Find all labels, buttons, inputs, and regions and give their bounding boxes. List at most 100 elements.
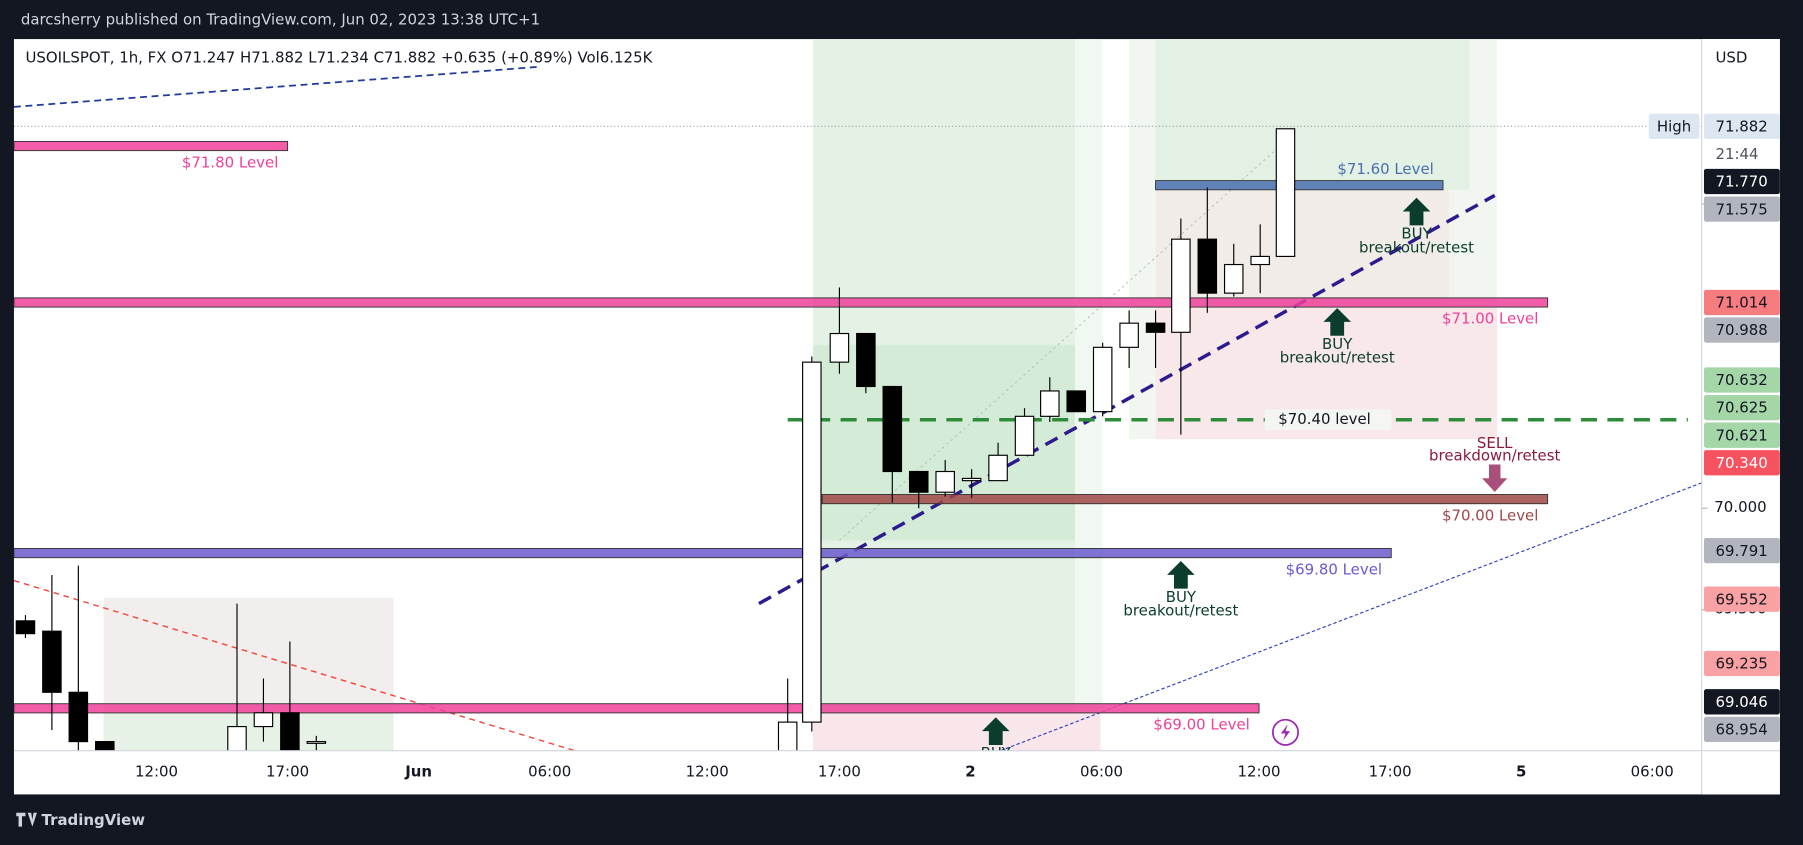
- candle-body: [1197, 238, 1218, 294]
- price-badge: [1703, 289, 1780, 316]
- x-tick-label: 12:00: [135, 763, 178, 781]
- zone: [1155, 39, 1470, 190]
- candle-body: [882, 385, 903, 473]
- candle-body: [908, 470, 929, 493]
- x-tick-label: 12:00: [686, 763, 729, 781]
- header: darcsherry published on TradingView.com,…: [21, 11, 540, 29]
- high-badge-bg: [1648, 113, 1700, 139]
- countdown: 21:44: [1715, 145, 1758, 163]
- signal-arrow: [1402, 197, 1431, 226]
- signal-text: breakout/retest: [1280, 349, 1395, 367]
- symbol-line: USOILSPOT, 1h, FX O71.247 H71.882 L71.23…: [25, 49, 653, 67]
- footer: TradingView: [42, 811, 146, 829]
- level-band: [13, 140, 289, 152]
- price-badge: [1703, 394, 1780, 421]
- currency: USD: [1715, 49, 1747, 67]
- price-badge: [1703, 168, 1780, 195]
- candle-body: [280, 712, 300, 751]
- x-tick-label: 06:00: [1631, 763, 1674, 781]
- signal-arrow: [1482, 464, 1508, 493]
- price-label: 71.014: [1715, 294, 1767, 312]
- candle-body: [15, 620, 36, 635]
- price-label: 69.552: [1715, 590, 1767, 608]
- signal-action: BUY: [1322, 335, 1353, 353]
- x-tick-label: 17:00: [818, 763, 861, 781]
- x-tick-label: 2: [965, 763, 975, 781]
- price-badge: [1703, 586, 1780, 612]
- candle-body: [68, 691, 89, 743]
- trend-line: [1000, 482, 1702, 751]
- x-tick-label: 5: [1516, 763, 1526, 781]
- price-badge: [1703, 716, 1780, 743]
- level-band: [821, 494, 1549, 505]
- trend-line: [758, 193, 1496, 606]
- candle-body: [1092, 346, 1113, 413]
- price-badge: [1703, 650, 1780, 677]
- marks: $71.80 Level $71.60 Level $71.00 Level $70.…: [13, 125, 1702, 751]
- candle-body: [95, 741, 115, 751]
- candle-body: [1014, 415, 1035, 456]
- level-label: $70.40 level: [1278, 410, 1371, 428]
- level-label: $69.80 Level: [1286, 560, 1382, 578]
- price-label: 69.235: [1715, 655, 1767, 673]
- zone: [812, 344, 1076, 541]
- candle-body: [1119, 322, 1139, 348]
- price-label: 68.954: [1715, 721, 1767, 739]
- y-tick-label: 70.000: [1714, 498, 1766, 516]
- price-label: 71.882: [1715, 117, 1767, 135]
- price-badge: [1703, 367, 1780, 393]
- signal-text: breakdown/retest: [1429, 446, 1560, 464]
- high-badge: High: [1657, 117, 1691, 135]
- signal-action: BUY: [1401, 225, 1432, 243]
- zone: [103, 712, 394, 751]
- x-tick-label: 12:00: [1238, 763, 1281, 781]
- x-tick-label: 06:00: [528, 763, 571, 781]
- price-label: 71.575: [1715, 200, 1767, 218]
- price-badge: [1703, 422, 1780, 448]
- price-label: 70.988: [1715, 321, 1767, 339]
- signal-action: SELL: [1477, 434, 1513, 452]
- price-label: 71.770: [1715, 173, 1767, 191]
- price-label: 69.046: [1715, 693, 1767, 711]
- price-label: 70.632: [1715, 371, 1767, 389]
- level-label: $71.60 Level: [1337, 160, 1433, 178]
- level-band: [13, 297, 1549, 308]
- price-label: 69.791: [1715, 542, 1767, 560]
- candle-body: [777, 721, 798, 751]
- candle-body: [1066, 390, 1087, 413]
- x-tick-label: 17:00: [1369, 763, 1412, 781]
- zone: [812, 712, 1101, 751]
- trend-line: [13, 65, 541, 108]
- icon: [1271, 718, 1299, 746]
- candle-body: [829, 332, 850, 363]
- level-band: [1155, 180, 1444, 191]
- icon: [1280, 724, 1291, 741]
- price-badge: [1703, 113, 1780, 139]
- signal-action: BUY: [1166, 588, 1197, 606]
- x-tick-label: Jun: [404, 763, 432, 781]
- level-label: $71.80 Level: [182, 153, 278, 171]
- level-label: $71.00 Level: [1442, 310, 1538, 328]
- price-badge: [1703, 317, 1780, 343]
- candle-body: [1040, 390, 1060, 417]
- candle-body: [961, 477, 982, 482]
- level-label: $69.00 Level: [1153, 716, 1249, 734]
- candle-body: [988, 454, 1008, 482]
- candle-body: [1275, 128, 1296, 257]
- level-label: $70.00 Level: [1442, 506, 1538, 524]
- x-tick-label: 06:00: [1080, 763, 1123, 781]
- candle-body: [856, 332, 876, 388]
- trend-line: [13, 579, 576, 751]
- signal-text: breakout/retest: [1359, 238, 1474, 256]
- price-label: 70.625: [1715, 399, 1767, 417]
- candle-body: [253, 712, 274, 728]
- price-label: 70.621: [1715, 426, 1767, 444]
- logo: [16, 812, 37, 827]
- candle-body: [935, 470, 955, 493]
- price-badge: [1703, 689, 1780, 715]
